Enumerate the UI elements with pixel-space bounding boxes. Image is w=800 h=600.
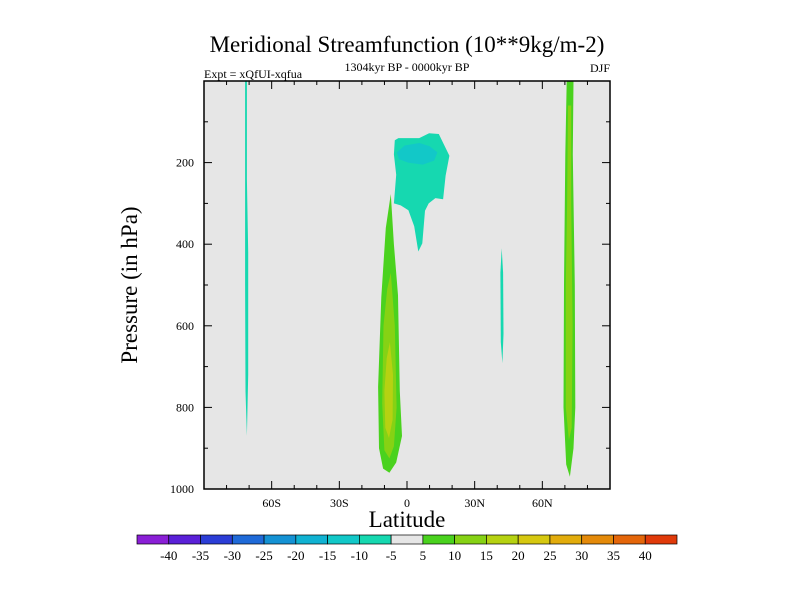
- y-axis-ticks: 200 400 600 800 1000: [170, 156, 610, 496]
- colorbar-label: -5: [386, 548, 397, 563]
- period-label: 1304kyr BP - 0000kyr BP: [345, 60, 470, 74]
- x-axis-ticks: 60S 30S 0 30N 60N: [262, 81, 553, 510]
- colorbar-label: -40: [160, 548, 177, 563]
- colorbar-label: -25: [255, 548, 272, 563]
- colorbar: -40 -35 -30 -25 -20 -15 -10 -5 5 10 15 20 25 30 35 40: [136, 534, 678, 563]
- colorbar-box: [359, 534, 392, 545]
- colorbar-box: [327, 534, 360, 545]
- colorbar-box: [549, 534, 583, 545]
- colorbar-label: -10: [351, 548, 368, 563]
- colorbar-label: 20: [512, 548, 525, 563]
- colorbar-box: [263, 534, 297, 545]
- colorbar-box: [136, 534, 170, 545]
- y-axis-label: Pressure (in hPa): [117, 206, 142, 363]
- colorbar-label: 5: [420, 548, 427, 563]
- colorbar-box: [422, 534, 455, 545]
- colorbar-box: [390, 534, 424, 545]
- colorbar-box: [581, 534, 614, 545]
- colorbar-label: 10: [448, 548, 461, 563]
- y-tick-label: 800: [176, 400, 194, 414]
- colorbar-box: [486, 534, 519, 545]
- minor-ticks: [204, 81, 610, 489]
- season-label: DJF: [590, 61, 610, 75]
- y-tick-label: 600: [176, 319, 194, 333]
- colorbar-label: 25: [543, 548, 556, 563]
- x-tick-label: 30S: [330, 496, 349, 510]
- x-tick-label: 0: [404, 496, 410, 510]
- colorbar-box: [295, 534, 328, 545]
- colorbar-label: -35: [192, 548, 209, 563]
- colorbar-label: 40: [639, 548, 652, 563]
- y-tick-label: 200: [176, 156, 194, 170]
- colorbar-label: -30: [224, 548, 241, 563]
- contour-region-nh-high-lat-positive-core: [565, 105, 573, 440]
- colorbar-label: 30: [575, 548, 588, 563]
- colorbar-box: [517, 534, 551, 545]
- colorbar-label: -15: [319, 548, 336, 563]
- chart-title: Meridional Streamfunction (10**9kg/m-2): [210, 32, 605, 57]
- experiment-label: Expt = xQfUI-xqfua: [204, 67, 303, 81]
- colorbar-label: 15: [480, 548, 493, 563]
- contour-region-upper-tropical-negative-outer: [393, 133, 450, 252]
- colorbar-label: -20: [287, 548, 304, 563]
- colorbar-box: [200, 534, 233, 545]
- colorbar-box: [613, 534, 646, 545]
- contour-region-nh-midlat-negative: [500, 248, 504, 364]
- y-tick-label: 400: [176, 237, 194, 251]
- contour-region-tropical-positive-core: [384, 342, 393, 438]
- y-tick-label: 1000: [170, 482, 194, 496]
- contour-region-sh-high-lat-negative: [245, 81, 249, 436]
- x-tick-label: 60N: [532, 496, 553, 510]
- x-tick-label: 60S: [262, 496, 281, 510]
- x-tick-label: 30N: [464, 496, 485, 510]
- colorbar-box: [168, 534, 201, 545]
- colorbar-box: [644, 534, 678, 545]
- contour-region-upper-tropical-negative-core: [396, 143, 438, 165]
- colorbar-box: [231, 534, 265, 545]
- colorbar-box: [454, 534, 487, 545]
- contour-regions: [245, 81, 576, 477]
- colorbar-label: 35: [607, 548, 620, 563]
- x-axis-label: Latitude: [369, 507, 446, 532]
